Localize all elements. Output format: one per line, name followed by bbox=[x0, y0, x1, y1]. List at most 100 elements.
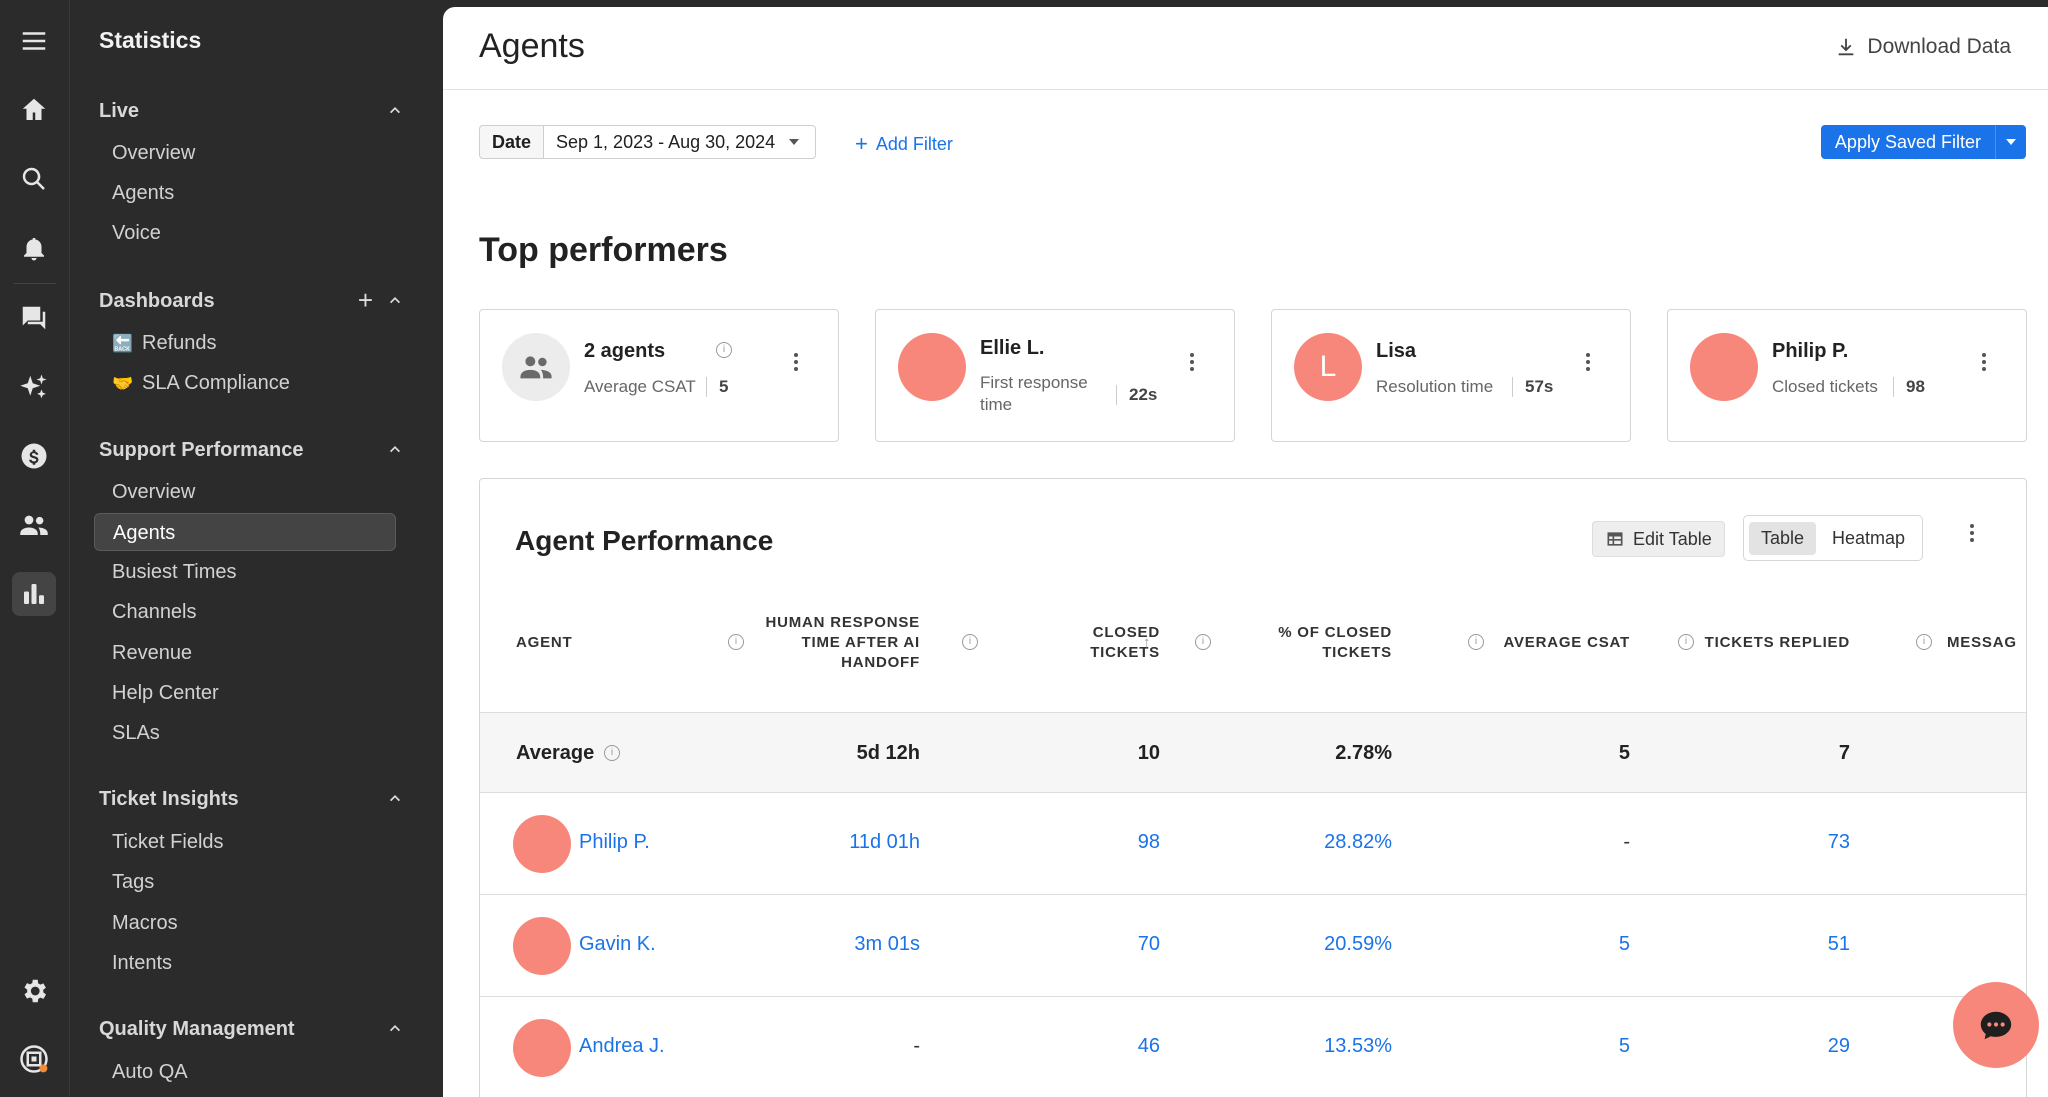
heatmap-view-button[interactable]: Heatmap bbox=[1832, 527, 1906, 548]
csat-value[interactable]: 5 bbox=[1618, 933, 1630, 955]
average-replied: 7 bbox=[1838, 742, 1850, 764]
date-filter[interactable]: Date Sep 1, 2023 - Aug 30, 2024 bbox=[479, 125, 817, 159]
sidebar-item-auto-qa[interactable]: Auto QA bbox=[112, 1061, 188, 1083]
agent-name-link[interactable]: Andrea J. bbox=[579, 1035, 665, 1057]
performer-name[interactable]: Philip P. bbox=[1772, 340, 1849, 362]
avatar[interactable] bbox=[1690, 333, 1758, 401]
section-quality-management[interactable]: Quality Management bbox=[99, 1018, 295, 1040]
apply-saved-filter-dropdown[interactable] bbox=[1996, 139, 2026, 145]
response-time-value[interactable]: 11d 01h bbox=[849, 831, 920, 853]
agent-name-link[interactable]: Philip P. bbox=[579, 831, 650, 853]
sidebar-item-overview[interactable]: Overview bbox=[112, 481, 196, 503]
csat-value[interactable]: 5 bbox=[1618, 1035, 1630, 1057]
sidebar-item-revenue[interactable]: Revenue bbox=[112, 642, 193, 664]
performer-name[interactable]: Lisa bbox=[1376, 340, 1417, 362]
section-dashboards[interactable]: Dashboards bbox=[99, 290, 215, 312]
info-icon[interactable]: i bbox=[1468, 634, 1484, 650]
chevron-up-icon[interactable] bbox=[387, 292, 403, 308]
more-options-icon[interactable] bbox=[1586, 353, 1590, 371]
avatar[interactable] bbox=[898, 333, 966, 401]
tickets-replied-value[interactable]: 73 bbox=[1827, 831, 1850, 853]
chat-icon[interactable] bbox=[12, 296, 56, 340]
sidebar-item-slas[interactable]: SLAs bbox=[112, 722, 160, 744]
dollar-icon[interactable] bbox=[12, 434, 56, 478]
pct-closed-value[interactable]: 13.53% bbox=[1324, 1035, 1392, 1057]
column-header-agent[interactable]: AGENT bbox=[516, 634, 573, 651]
chevron-up-icon[interactable] bbox=[387, 102, 403, 118]
info-icon[interactable]: i bbox=[1195, 634, 1211, 650]
section-ticket-insights[interactable]: Ticket Insights bbox=[99, 788, 239, 810]
sidebar-item-live-agents[interactable]: Agents bbox=[112, 182, 175, 204]
home-icon[interactable] bbox=[12, 88, 56, 132]
sidebar-item-ticket-fields[interactable]: Ticket Fields bbox=[112, 831, 224, 853]
sidebar-item-live-voice[interactable]: Voice bbox=[112, 222, 161, 244]
more-options-icon[interactable] bbox=[1982, 353, 1986, 371]
response-time-value[interactable]: 3m 01s bbox=[854, 933, 920, 955]
bar-chart-icon[interactable] bbox=[12, 572, 56, 616]
sidebar-item-live-overview[interactable]: Overview bbox=[112, 142, 196, 164]
sidebar-item-refunds[interactable]: 🔙 Refunds bbox=[94, 324, 396, 362]
edit-table-button[interactable]: Edit Table bbox=[1592, 521, 1725, 557]
sidebar-item-help-center[interactable]: Help Center bbox=[112, 682, 219, 704]
sidebar-item-busiest-times[interactable]: Busiest Times bbox=[112, 561, 237, 583]
column-header-average-csat[interactable]: AVERAGE CSAT bbox=[1503, 634, 1630, 651]
closed-tickets-value[interactable]: 70 bbox=[1137, 933, 1160, 955]
date-range-select[interactable]: Sep 1, 2023 - Aug 30, 2024 bbox=[543, 125, 817, 159]
sparkles-icon[interactable] bbox=[12, 365, 56, 409]
sidebar-item-sla-compliance[interactable]: 🤝 SLA Compliance bbox=[94, 364, 396, 402]
sidebar-item-channels[interactable]: Channels bbox=[112, 601, 197, 623]
section-support-performance[interactable]: Support Performance bbox=[99, 439, 304, 461]
sidebar-item-tags[interactable]: Tags bbox=[112, 871, 155, 893]
menu-icon[interactable] bbox=[12, 19, 56, 63]
users-icon[interactable] bbox=[12, 503, 56, 547]
performer-value: 98 bbox=[1893, 377, 1925, 397]
table-row[interactable]: Andrea J. - 46 13.53% 5 29 bbox=[480, 996, 2026, 1097]
chevron-up-icon[interactable] bbox=[387, 790, 403, 806]
column-header-human-response-time[interactable]: HUMAN RESPONSE TIME AFTER AI HANDOFF bbox=[765, 614, 920, 671]
table-row[interactable]: Gavin K. 3m 01s 70 20.59% 5 51 bbox=[480, 894, 2026, 997]
more-options-icon[interactable] bbox=[794, 353, 798, 371]
more-options-icon[interactable] bbox=[1970, 524, 1974, 542]
pct-closed-value[interactable]: 28.82% bbox=[1324, 831, 1392, 853]
more-options-icon[interactable] bbox=[1190, 353, 1194, 371]
info-icon[interactable]: i bbox=[604, 745, 620, 761]
info-icon[interactable]: i bbox=[1916, 634, 1932, 650]
tickets-replied-value[interactable]: 29 bbox=[1827, 1035, 1850, 1057]
info-icon[interactable]: i bbox=[1678, 634, 1694, 650]
section-live[interactable]: Live bbox=[99, 100, 140, 122]
bell-icon[interactable] bbox=[12, 226, 56, 270]
avatar[interactable]: L bbox=[1294, 333, 1362, 401]
column-header-tickets-replied[interactable]: TICKETS REPLIED bbox=[1704, 634, 1850, 651]
performer-metric: Closed tickets bbox=[1772, 377, 1878, 396]
date-filter-label: Date bbox=[479, 125, 544, 159]
app-logo-icon[interactable] bbox=[12, 1037, 56, 1081]
info-icon[interactable]: i bbox=[962, 634, 978, 650]
agent-name-link[interactable]: Gavin K. bbox=[579, 933, 656, 955]
sidebar-item-agents[interactable]: Agents bbox=[94, 513, 396, 551]
column-header-messages[interactable]: MESSAG bbox=[1947, 634, 2017, 651]
download-data-button[interactable]: Download Data bbox=[1835, 35, 2011, 59]
pct-closed-value[interactable]: 20.59% bbox=[1324, 933, 1392, 955]
apply-saved-filter-button[interactable]: Apply Saved Filter bbox=[1820, 125, 2026, 159]
info-icon[interactable]: i bbox=[716, 342, 732, 358]
performer-name[interactable]: Ellie L. bbox=[980, 337, 1045, 359]
closed-tickets-value[interactable]: 98 bbox=[1137, 831, 1160, 853]
sort-ascending-icon[interactable]: ↑ bbox=[1143, 634, 1151, 651]
table-row[interactable]: Philip P. 11d 01h 98 28.82% - 73 bbox=[480, 792, 2026, 895]
column-header-closed-tickets[interactable]: CLOSED TICKETS bbox=[1090, 624, 1160, 661]
chevron-up-icon[interactable] bbox=[387, 441, 403, 457]
add-dashboard-button[interactable]: + bbox=[357, 285, 373, 315]
closed-tickets-value[interactable]: 46 bbox=[1137, 1035, 1160, 1057]
info-icon[interactable]: i bbox=[728, 634, 744, 650]
table-view-button[interactable]: Table bbox=[1749, 521, 1817, 555]
chat-launcher-button[interactable] bbox=[1953, 982, 2039, 1068]
gear-icon[interactable] bbox=[12, 969, 56, 1013]
tickets-replied-value[interactable]: 51 bbox=[1827, 933, 1850, 955]
sidebar-item-macros[interactable]: Macros bbox=[112, 912, 178, 934]
sidebar-item-intents[interactable]: Intents bbox=[112, 952, 173, 974]
add-filter-button[interactable]: + Add Filter bbox=[855, 131, 953, 157]
chevron-up-icon[interactable] bbox=[387, 1020, 403, 1036]
column-header-pct-closed-tickets[interactable]: % OF CLOSED TICKETS bbox=[1278, 624, 1392, 661]
top-performer-card: Philip P. Closed tickets 98 bbox=[1667, 309, 2027, 442]
search-icon[interactable] bbox=[12, 157, 56, 201]
